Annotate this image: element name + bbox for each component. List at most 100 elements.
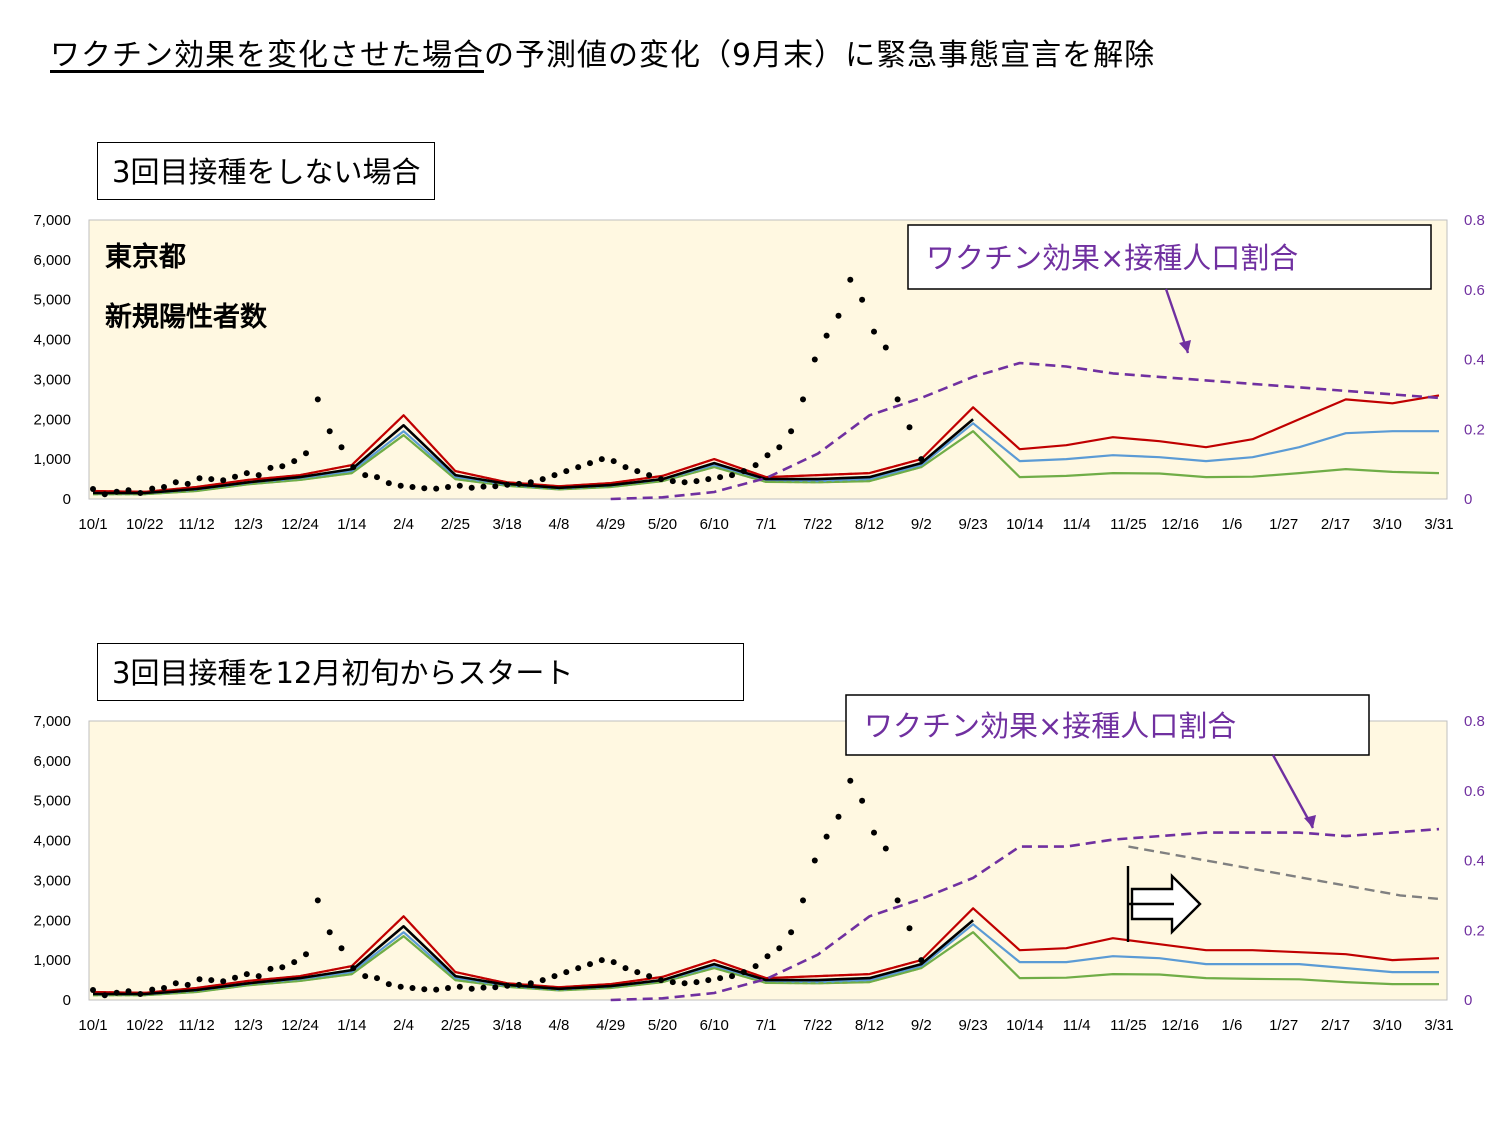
data-point bbox=[776, 444, 783, 451]
y-tick-label: 3,000 bbox=[33, 371, 71, 388]
data-point bbox=[267, 464, 274, 471]
x-tick-label: 11/25 bbox=[1110, 516, 1146, 533]
data-point bbox=[504, 982, 511, 989]
data-point bbox=[681, 479, 688, 486]
data-point bbox=[267, 965, 274, 972]
x-tick-label: 7/1 bbox=[756, 516, 777, 533]
x-tick-label: 11/25 bbox=[1110, 1017, 1146, 1034]
y-tick-label: 2,000 bbox=[33, 912, 71, 929]
series-line-observed bbox=[93, 418, 974, 495]
x-tick-label: 6/10 bbox=[700, 516, 729, 533]
data-point bbox=[906, 925, 913, 932]
x-tick-label: 2/25 bbox=[441, 1017, 470, 1034]
data-point bbox=[823, 833, 830, 840]
data-point bbox=[291, 959, 298, 966]
x-tick-label: 10/22 bbox=[126, 1017, 164, 1034]
data-point bbox=[232, 473, 238, 480]
x-tick-label: 7/22 bbox=[803, 1017, 832, 1034]
data-point bbox=[871, 829, 877, 836]
data-point bbox=[243, 971, 250, 978]
data-point bbox=[539, 476, 546, 483]
series-line-red-dashed bbox=[92, 915, 922, 994]
data-point bbox=[847, 777, 854, 784]
data-point bbox=[776, 945, 783, 952]
data-point bbox=[456, 983, 463, 990]
y-tick-label: 5,000 bbox=[33, 292, 71, 309]
x-tick-label: 3/18 bbox=[493, 516, 522, 533]
data-point bbox=[527, 479, 534, 486]
data-point bbox=[906, 424, 913, 431]
data-point bbox=[172, 980, 179, 987]
x-tick-label: 3/10 bbox=[1373, 1017, 1402, 1034]
data-point bbox=[918, 957, 925, 964]
y-tick-label: 6,000 bbox=[33, 252, 71, 269]
annotation-box bbox=[845, 694, 1370, 756]
x-tick-label: 3/10 bbox=[1373, 516, 1402, 533]
series-line-vaccine-effect-no-booster bbox=[1128, 845, 1440, 901]
data-point bbox=[764, 452, 771, 459]
data-point bbox=[125, 988, 132, 995]
y-tick-label: 3,000 bbox=[33, 872, 71, 889]
data-point bbox=[669, 478, 676, 485]
x-tick-label: 5/20 bbox=[648, 1017, 677, 1034]
data-point bbox=[634, 969, 641, 976]
annotation-label: ワクチン効果×接種人口割合 bbox=[926, 241, 1298, 275]
data-point bbox=[362, 472, 369, 479]
y2-tick-label: 0 bbox=[1464, 992, 1472, 1009]
x-tick-label: 9/2 bbox=[911, 1017, 932, 1034]
data-point bbox=[172, 479, 179, 486]
series-line-blue bbox=[93, 923, 1439, 996]
data-point bbox=[279, 463, 286, 470]
data-point bbox=[480, 984, 487, 991]
y-tick-label: 1,000 bbox=[33, 451, 71, 468]
data-point bbox=[314, 897, 321, 904]
x-tick-label: 1/14 bbox=[337, 516, 366, 533]
data-point bbox=[823, 332, 830, 339]
title-underlined: ワクチン効果を変化させた場合 bbox=[50, 38, 484, 73]
data-point bbox=[492, 984, 499, 991]
chart-booster-december: 0 1,000 2,000 3,000 4,000 5,000 6,000 7,000 0 0.2… bbox=[33, 694, 1485, 1034]
data-point bbox=[149, 485, 156, 492]
data-point bbox=[587, 961, 593, 968]
data-point bbox=[433, 986, 440, 993]
data-point bbox=[480, 483, 487, 490]
x-tick-label: 1/27 bbox=[1269, 516, 1298, 533]
data-point bbox=[669, 979, 676, 986]
y2-tick-label: 0.8 bbox=[1464, 713, 1485, 730]
data-point bbox=[717, 975, 724, 982]
data-point bbox=[705, 977, 712, 984]
annotation-arrowhead bbox=[1179, 340, 1191, 353]
x-tick-label: 1/27 bbox=[1269, 1017, 1298, 1034]
data-point bbox=[421, 485, 428, 492]
x-tick-label: 4/8 bbox=[548, 1017, 569, 1034]
x-tick-label: 7/1 bbox=[756, 1017, 777, 1034]
data-point bbox=[326, 428, 333, 435]
x-tick-label: 3/31 bbox=[1424, 516, 1453, 533]
data-point bbox=[161, 985, 167, 991]
x-tick-label: 11/12 bbox=[178, 1017, 214, 1034]
data-point bbox=[232, 974, 238, 981]
data-point bbox=[598, 957, 605, 964]
series-line-red-dashed bbox=[92, 414, 922, 493]
data-point bbox=[255, 973, 262, 980]
data-point bbox=[859, 296, 866, 303]
data-point bbox=[338, 945, 345, 952]
y2-tick-label: 0.8 bbox=[1464, 212, 1485, 229]
annotation-pointer bbox=[1271, 754, 1315, 829]
x-tick-label: 2/25 bbox=[441, 516, 470, 533]
data-point bbox=[610, 959, 617, 966]
x-tick-label: 12/3 bbox=[234, 516, 263, 533]
data-point bbox=[800, 396, 806, 403]
y-tick-label: 7,000 bbox=[33, 713, 71, 730]
x-tick-label: 12/16 bbox=[1161, 516, 1199, 533]
data-point bbox=[184, 981, 191, 988]
x-tick-label: 12/3 bbox=[234, 1017, 263, 1034]
data-point bbox=[551, 472, 558, 479]
data-point bbox=[113, 989, 120, 996]
data-point bbox=[646, 973, 653, 980]
data-point bbox=[433, 485, 440, 492]
scenario-label-top: 3回目接種をしない場合 bbox=[97, 142, 436, 200]
series-line-vaccine-effect bbox=[610, 827, 1440, 1002]
y2-tick-label: 0.6 bbox=[1464, 282, 1485, 299]
x-tick-label: 11/12 bbox=[178, 516, 214, 533]
